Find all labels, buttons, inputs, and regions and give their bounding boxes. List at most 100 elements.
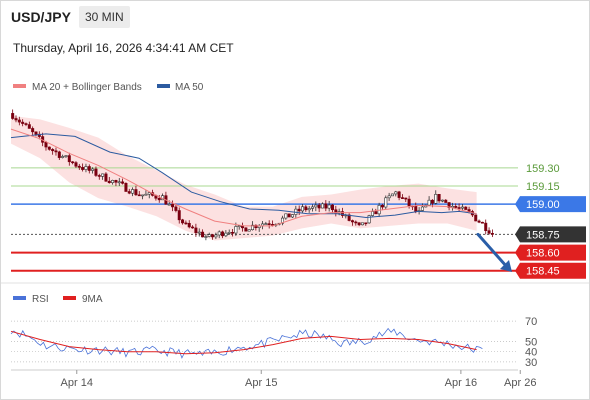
ma20-line [10,128,477,227]
candle-body [81,167,85,170]
candle-body [34,131,38,135]
level-label-159-00: 159.00 [526,199,560,211]
legend-ma50-label: MA 50 [175,82,204,93]
candle-body [320,203,324,209]
candle-body [407,198,411,207]
candle-body [360,222,364,226]
candle-body [101,173,105,177]
candle-body [184,222,188,225]
candle-body [147,192,151,195]
candle-body [307,208,311,211]
legend-ma20-label: MA 20 + Bollinger Bands [32,82,142,93]
candle-body [434,194,438,204]
candle-body [330,204,334,211]
candle-body [11,113,15,119]
candle-body [57,151,61,158]
level-label-158-45-bg [515,262,586,279]
timeframe-badge[interactable]: 30 MIN [79,6,130,28]
candle-body [327,204,331,209]
candle-body [437,194,441,202]
candle-body [177,210,181,221]
candle-body [234,226,238,234]
candle-body [214,234,218,238]
level-label-159-30: 159.30 [526,163,560,175]
candle-body [237,225,241,227]
candle-body [474,214,478,222]
candle-body [394,191,398,195]
candle-body [367,215,371,224]
symbol-title: USD/JPY [11,9,71,25]
candle-body [231,232,235,234]
candle-body [314,204,318,208]
candle-body [427,199,431,206]
candle-body [121,181,125,184]
candle-body [480,221,484,224]
x-tick-label: Apr 16 [445,377,477,389]
x-tick-label: Apr 14 [61,377,93,389]
x-tick-label: Apr 15 [245,377,277,389]
candle-body [291,214,295,218]
candle-body [51,149,55,152]
rsi-tick-label-50: 50 [525,337,537,349]
candle-body [217,231,221,236]
candle-body [134,189,138,196]
candle-body [467,209,471,212]
candle-body [67,155,71,163]
candle-body [144,193,148,196]
legend-9ma-label: 9MA [82,294,103,305]
candle-body [107,180,111,184]
candle-body [284,213,288,219]
candle-body [377,205,381,215]
candle-body [484,222,488,231]
x-tick-label: Apr 26 [504,377,536,389]
candle-body [194,227,198,233]
forecast-arrowhead [500,259,512,272]
candle-body [287,213,291,218]
candle-body [17,119,21,123]
candle-body [64,155,68,157]
candle-body [91,168,95,171]
candle-body [127,191,131,194]
candle-body [14,118,18,121]
candle-body [454,206,458,208]
candle-body [124,183,128,192]
candle-body [460,206,464,209]
candle-body [47,146,51,150]
candle-body [490,233,494,235]
level-label-158-60: 158.60 [526,248,560,260]
level-label-158-60-bg [515,244,586,261]
candle-body [84,166,88,170]
candle-body [357,222,361,226]
candle-body [350,220,354,223]
legend-rsi-swatch [13,296,26,300]
candle-body [404,197,408,200]
bollinger-band [11,115,477,241]
candle-body [317,204,321,209]
candle-body [440,199,444,202]
candle-body [27,124,31,129]
legend-9ma-swatch [63,296,76,300]
candle-body [187,222,191,228]
candle-body [374,211,378,215]
legend-rsi-label: RSI [32,294,49,305]
candle-body [281,217,285,224]
candle-body [207,234,211,237]
candle-body [87,166,91,171]
candle-body [201,231,205,238]
level-label-159-00-bg [515,196,586,213]
candle-body [171,203,175,208]
legend-ma20-swatch [13,84,26,88]
candle-body [380,205,384,208]
candle-body [364,222,368,225]
candle-body [387,195,391,199]
rsi-tick-label-40: 40 [525,347,537,359]
candle-body [340,211,344,216]
candle-body [264,223,268,225]
candle-body [54,150,58,153]
candle-body [114,180,118,183]
candle-body [400,197,404,199]
level-label-158-75: 158.75 [526,229,560,241]
candle-body [104,173,108,182]
candle-body [414,205,418,212]
